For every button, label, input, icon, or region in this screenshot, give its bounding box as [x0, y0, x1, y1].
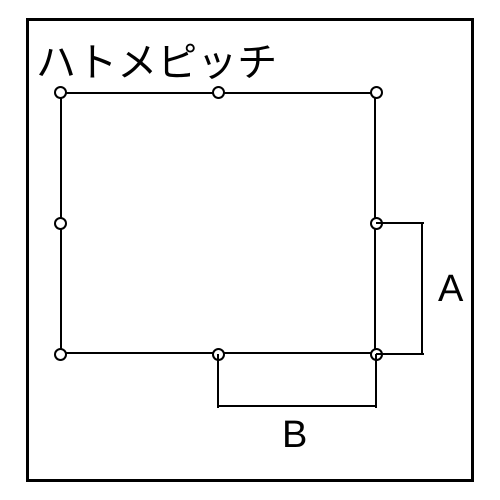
diagram-stage: { "title": { "text": "ハトメピッチ", "x": 36, … — [0, 0, 500, 500]
dim-b-label: B — [282, 414, 307, 457]
dim-b-ext-left — [217, 354, 219, 408]
dim-a-label: A — [438, 268, 463, 311]
dim-b-ext-right — [375, 354, 377, 408]
grommet-icon — [54, 86, 67, 99]
grommet-icon — [212, 86, 225, 99]
dim-a-ext-bottom — [376, 353, 424, 355]
grommet-icon — [54, 348, 67, 361]
dim-b-line — [218, 405, 376, 407]
dim-a-ext-top — [376, 222, 424, 224]
diagram-title: ハトメピッチ — [36, 30, 277, 88]
grommet-icon — [370, 86, 383, 99]
dim-a-line — [421, 223, 423, 354]
sheet-rect — [60, 92, 376, 354]
grommet-icon — [54, 217, 67, 230]
